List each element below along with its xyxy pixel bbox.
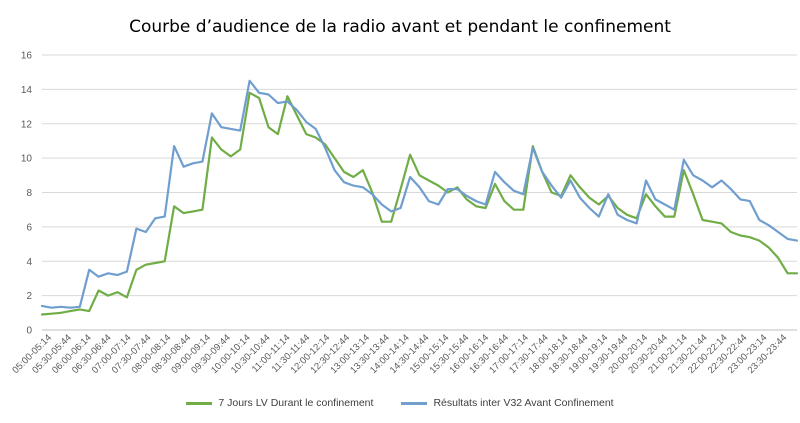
gridlines bbox=[42, 54, 797, 331]
x-axis-ticks: 05:00-05:1405:30-05:4406:00-06:1406:30-0… bbox=[10, 332, 789, 376]
y-tick-label: 12 bbox=[21, 119, 33, 130]
legend-label: Résultats inter V32 Avant Confinement bbox=[433, 397, 614, 409]
y-tick-label: 14 bbox=[21, 85, 33, 96]
legend-item-series-2: Résultats inter V32 Avant Confinement bbox=[401, 397, 614, 409]
legend-swatch bbox=[186, 401, 213, 405]
y-tick-label: 6 bbox=[26, 222, 32, 233]
series-lines bbox=[40, 79, 799, 316]
legend-item-series-1: 7 Jours LV Durant le confinement bbox=[186, 397, 373, 409]
y-tick-label: 16 bbox=[21, 51, 33, 62]
y-axis-ticks: 0 2 4 6 8 10 12 14 16 bbox=[21, 51, 33, 337]
y-tick-label: 4 bbox=[26, 257, 32, 268]
chart-title: Courbe d’audience de la radio avant et p… bbox=[129, 17, 671, 37]
series-line-1 bbox=[40, 91, 799, 316]
series-line-2 bbox=[40, 79, 799, 309]
legend: 7 Jours LV Durant le confinement Résulta… bbox=[0, 397, 800, 409]
y-tick-label: 2 bbox=[26, 291, 32, 302]
legend-swatch bbox=[401, 401, 428, 405]
legend-label: 7 Jours LV Durant le confinement bbox=[218, 397, 374, 409]
y-tick-label: 8 bbox=[26, 188, 32, 199]
y-tick-label: 10 bbox=[21, 154, 33, 165]
y-tick-label: 0 bbox=[26, 326, 32, 337]
